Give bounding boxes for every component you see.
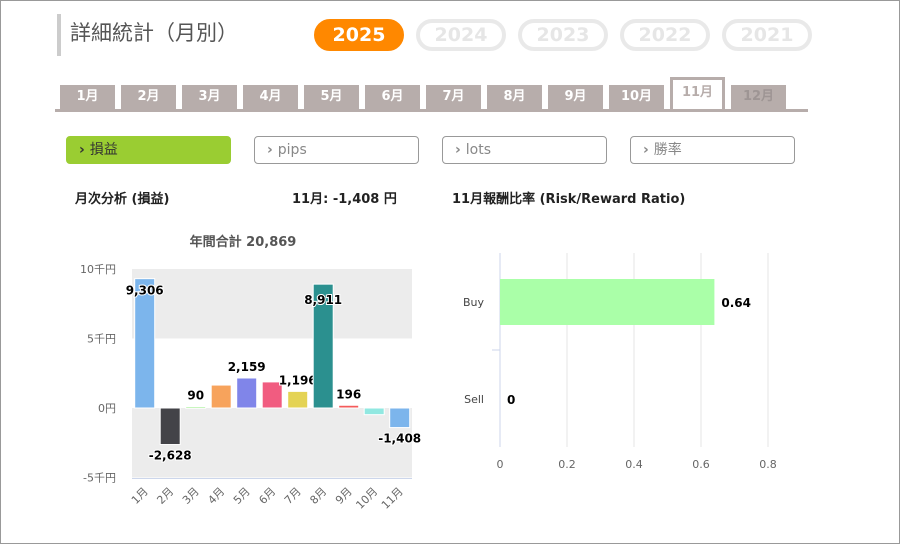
y-tick-label: Buy xyxy=(463,296,485,309)
year-selector: 2025 2024 2023 2022 2021 xyxy=(314,19,812,51)
bar-8月[interactable] xyxy=(312,283,334,409)
tab-month-12[interactable]: 12月 xyxy=(731,85,786,109)
tab-month-3[interactable]: 3月 xyxy=(182,85,237,109)
metric-filters: › 損益 › pips › lots › 勝率 xyxy=(66,136,795,164)
x-tick-label: 11月 xyxy=(379,485,406,512)
chevron-right-icon: › xyxy=(79,142,85,158)
year-button-2025[interactable]: 2025 xyxy=(314,19,404,51)
data-label: 0.64 xyxy=(721,296,751,310)
tab-month-11[interactable]: 11月 xyxy=(670,77,725,109)
x-tick-label: 7月 xyxy=(282,485,304,507)
year-button-2024[interactable]: 2024 xyxy=(416,19,506,51)
x-tick-label: 0.6 xyxy=(692,458,710,471)
x-tick-label: 8月 xyxy=(307,485,329,507)
x-tick-label: 0.4 xyxy=(625,458,643,471)
filter-button-2[interactable]: › lots xyxy=(442,136,607,164)
chevron-right-icon: › xyxy=(455,142,461,158)
x-tick-label: 0 xyxy=(497,458,504,471)
monthly-analysis-title: 月次分析 (損益) xyxy=(75,192,170,207)
x-tick-label: 5月 xyxy=(231,485,253,507)
bar-Buy[interactable] xyxy=(500,279,715,325)
y-tick-label: Sell xyxy=(464,393,484,406)
data-label: 2,159 xyxy=(228,360,266,374)
x-tick-label: 0.8 xyxy=(759,458,777,471)
tab-month-8[interactable]: 8月 xyxy=(487,85,542,109)
data-label: 196 xyxy=(336,387,361,401)
data-label: -1,408 xyxy=(378,432,421,446)
y-tick-label: 0円 xyxy=(98,402,116,415)
tab-month-1[interactable]: 1月 xyxy=(60,85,115,109)
bar-7月[interactable] xyxy=(287,390,309,409)
filter-button-1[interactable]: › pips xyxy=(254,136,419,164)
filter-label: pips xyxy=(277,142,307,158)
x-tick-label: 3月 xyxy=(180,485,202,507)
bar-9月[interactable] xyxy=(338,404,360,409)
bar-3月[interactable] xyxy=(185,406,207,409)
tab-month-7[interactable]: 7月 xyxy=(426,85,481,109)
tab-month-6[interactable]: 6月 xyxy=(365,85,420,109)
x-tick-label: 2月 xyxy=(154,485,176,507)
bar-10月[interactable] xyxy=(363,407,385,416)
data-label: 8,911 xyxy=(304,293,342,307)
bar-2月[interactable] xyxy=(159,407,181,446)
plot-band xyxy=(132,269,412,339)
chevron-right-icon: › xyxy=(267,142,273,158)
month-tabs: 1月 2月 3月 4月 5月 6月 7月 8月 9月 10月 11月 12月 xyxy=(55,77,808,112)
bar-5月[interactable] xyxy=(236,377,258,409)
x-tick-label: 10月 xyxy=(353,485,380,512)
y-tick-label: 10千円 xyxy=(80,263,116,276)
bar-11月[interactable] xyxy=(389,407,411,429)
tab-month-10[interactable]: 10月 xyxy=(609,85,664,109)
year-button-2023[interactable]: 2023 xyxy=(518,19,608,51)
filter-label: 勝率 xyxy=(653,142,682,158)
filter-button-0[interactable]: › 損益 xyxy=(66,136,231,164)
bar-4月[interactable] xyxy=(210,384,232,409)
x-tick-label: 0.2 xyxy=(558,458,576,471)
chart-title: 年間合計 20,869 xyxy=(190,234,297,250)
data-label: 0 xyxy=(507,393,515,407)
page-title: 詳細統計（月別） xyxy=(57,14,238,56)
tab-month-2[interactable]: 2月 xyxy=(121,85,176,109)
data-label: -2,628 xyxy=(149,449,192,463)
filter-label: 損益 xyxy=(89,142,118,158)
y-tick-label: -5千円 xyxy=(83,472,116,485)
year-button-2022[interactable]: 2022 xyxy=(620,19,710,51)
tab-month-4[interactable]: 4月 xyxy=(243,85,298,109)
data-label: 90 xyxy=(187,389,204,403)
data-label: 1,196 xyxy=(279,373,317,387)
filter-button-3[interactable]: › 勝率 xyxy=(630,136,795,164)
filter-label: lots xyxy=(465,142,492,158)
x-tick-label: 9月 xyxy=(333,485,355,507)
month-result: 11月: -1,408 円 xyxy=(292,192,397,207)
bar-1月[interactable] xyxy=(134,278,156,409)
x-tick-label: 1月 xyxy=(129,485,151,507)
rr-ratio-title: 11月報酬比率 (Risk/Reward Ratio) xyxy=(452,192,686,207)
data-label: 9,306 xyxy=(126,284,164,298)
x-tick-label: 6月 xyxy=(256,485,278,507)
chevron-right-icon: › xyxy=(643,142,649,158)
tab-month-9[interactable]: 9月 xyxy=(548,85,603,109)
x-tick-label: 4月 xyxy=(205,485,227,507)
tab-month-5[interactable]: 5月 xyxy=(304,85,359,109)
bar-6月[interactable] xyxy=(261,381,283,409)
y-tick-label: 5千円 xyxy=(87,333,116,346)
year-button-2021[interactable]: 2021 xyxy=(722,19,812,51)
